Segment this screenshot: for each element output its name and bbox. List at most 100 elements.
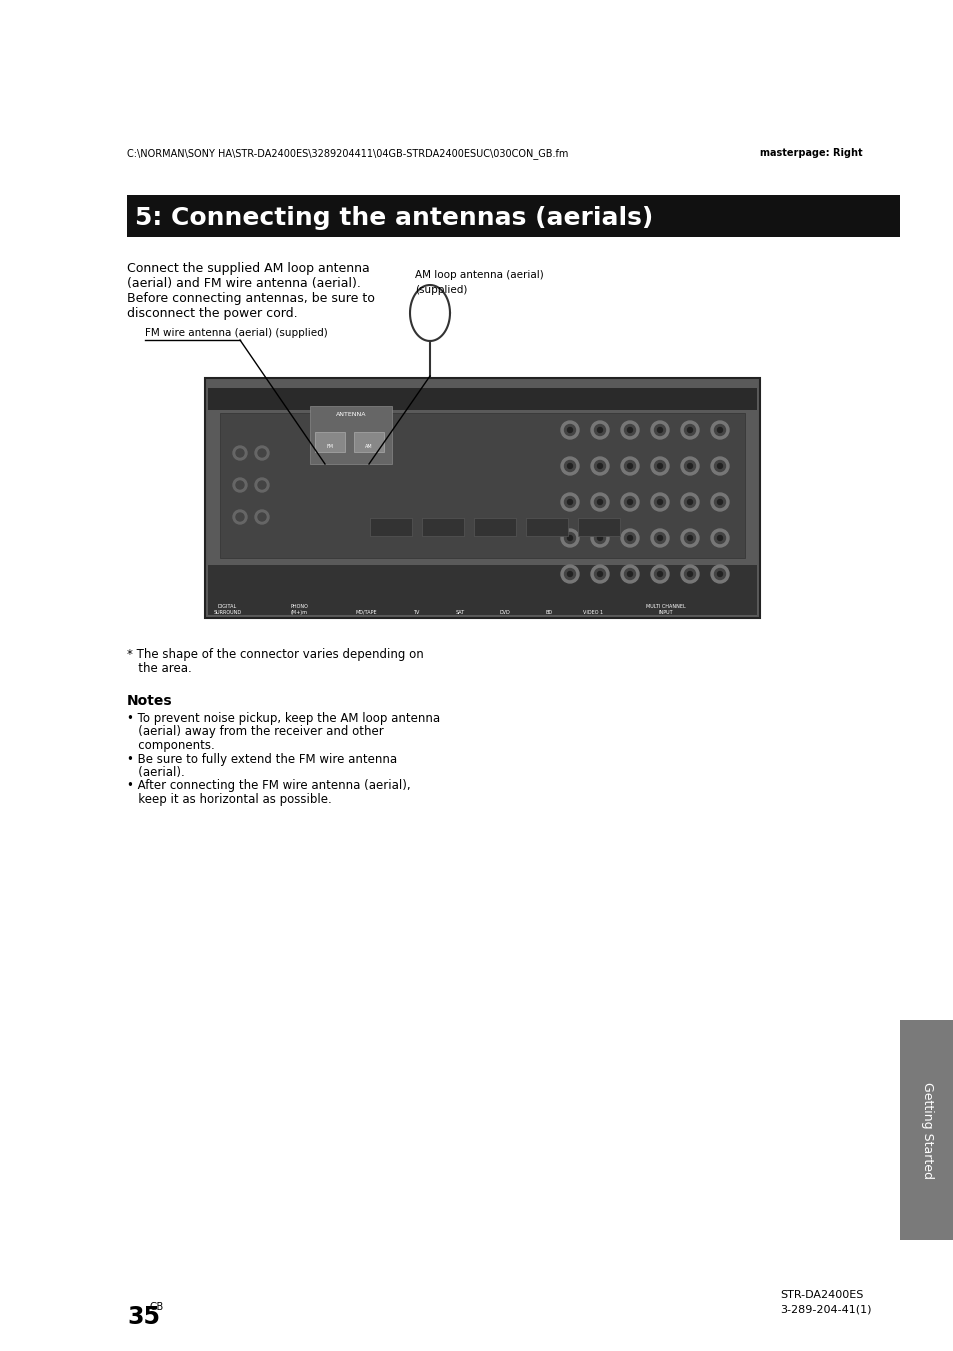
Circle shape: [680, 422, 699, 439]
Text: Notes: Notes: [127, 694, 172, 708]
Circle shape: [597, 500, 602, 504]
Text: SAT: SAT: [456, 611, 464, 615]
Text: disconnect the power cord.: disconnect the power cord.: [127, 307, 297, 320]
Circle shape: [590, 422, 608, 439]
Bar: [220, 413, 744, 558]
Circle shape: [684, 569, 695, 580]
Circle shape: [590, 530, 608, 547]
Circle shape: [567, 535, 572, 540]
Circle shape: [710, 530, 728, 547]
Circle shape: [657, 463, 661, 469]
Circle shape: [624, 461, 635, 471]
Circle shape: [254, 478, 269, 492]
Circle shape: [597, 571, 602, 577]
Circle shape: [654, 497, 665, 508]
Bar: [370, 517, 412, 536]
Text: components.: components.: [127, 739, 214, 753]
Bar: [310, 407, 392, 463]
Circle shape: [564, 497, 575, 508]
Text: C:\NORMAN\SONY HA\STR-DA2400ES\3289204411\04GB-STRDA2400ESUC\030CON_GB.fm: C:\NORMAN\SONY HA\STR-DA2400ES\328920441…: [127, 149, 568, 159]
Circle shape: [680, 530, 699, 547]
Bar: [474, 517, 516, 536]
Circle shape: [233, 509, 247, 524]
Circle shape: [620, 422, 639, 439]
Text: STR-DA2400ES: STR-DA2400ES: [780, 1290, 862, 1300]
Circle shape: [597, 535, 602, 540]
Text: AM loop antenna (aerial): AM loop antenna (aerial): [415, 270, 543, 280]
Circle shape: [254, 446, 269, 459]
Circle shape: [710, 565, 728, 584]
Text: 5: Connecting the antennas (aerials): 5: Connecting the antennas (aerials): [135, 205, 653, 230]
Circle shape: [560, 457, 578, 476]
Circle shape: [620, 565, 639, 584]
Circle shape: [684, 532, 695, 543]
Text: MULTI CHANNEL
INPUT: MULTI CHANNEL INPUT: [645, 604, 685, 615]
Bar: [208, 388, 757, 409]
Circle shape: [657, 427, 661, 432]
Circle shape: [654, 532, 665, 543]
Circle shape: [627, 500, 632, 504]
Circle shape: [564, 532, 575, 543]
Text: • To prevent noise pickup, keep the AM loop antenna: • To prevent noise pickup, keep the AM l…: [127, 712, 439, 725]
Circle shape: [680, 457, 699, 476]
Bar: [899, 1020, 953, 1240]
Text: ANTENNA: ANTENNA: [335, 412, 366, 417]
Circle shape: [717, 427, 721, 432]
Bar: [421, 517, 463, 536]
Circle shape: [714, 497, 724, 508]
Circle shape: [567, 500, 572, 504]
Bar: [314, 432, 345, 453]
Bar: [127, 195, 899, 236]
Circle shape: [567, 427, 572, 432]
Circle shape: [714, 424, 724, 435]
Circle shape: [714, 569, 724, 580]
Text: DVD: DVD: [498, 611, 510, 615]
Text: masterpage: Right: masterpage: Right: [760, 149, 862, 158]
Text: Connect the supplied AM loop antenna: Connect the supplied AM loop antenna: [127, 262, 370, 276]
Circle shape: [620, 493, 639, 511]
Text: BD: BD: [545, 611, 552, 615]
Circle shape: [714, 461, 724, 471]
Text: FM: FM: [326, 444, 334, 449]
Text: GB: GB: [150, 1302, 164, 1312]
Text: the area.: the area.: [127, 662, 192, 676]
Circle shape: [627, 427, 632, 432]
Circle shape: [687, 427, 692, 432]
Circle shape: [650, 493, 668, 511]
Circle shape: [710, 422, 728, 439]
Text: MD/TAPE: MD/TAPE: [355, 611, 376, 615]
Circle shape: [687, 535, 692, 540]
Circle shape: [684, 497, 695, 508]
Circle shape: [650, 422, 668, 439]
Circle shape: [650, 565, 668, 584]
Circle shape: [717, 463, 721, 469]
Bar: [205, 378, 760, 617]
Text: VIDEO 1: VIDEO 1: [583, 611, 603, 615]
Circle shape: [687, 500, 692, 504]
Circle shape: [567, 463, 572, 469]
Circle shape: [590, 493, 608, 511]
Text: Getting Started: Getting Started: [921, 1082, 934, 1178]
Circle shape: [624, 497, 635, 508]
Circle shape: [597, 427, 602, 432]
Circle shape: [627, 535, 632, 540]
Text: keep it as horizontal as possible.: keep it as horizontal as possible.: [127, 793, 332, 807]
Bar: [525, 517, 567, 536]
Text: FM wire antenna (aerial) (supplied): FM wire antenna (aerial) (supplied): [145, 328, 328, 338]
Circle shape: [654, 424, 665, 435]
Circle shape: [710, 493, 728, 511]
Circle shape: [594, 424, 605, 435]
Text: (aerial) away from the receiver and other: (aerial) away from the receiver and othe…: [127, 725, 383, 739]
Circle shape: [717, 500, 721, 504]
Circle shape: [254, 509, 269, 524]
Circle shape: [717, 571, 721, 577]
Circle shape: [235, 481, 244, 489]
Circle shape: [235, 449, 244, 457]
Text: Before connecting antennas, be sure to: Before connecting antennas, be sure to: [127, 292, 375, 305]
Circle shape: [560, 565, 578, 584]
Text: * The shape of the connector varies depending on: * The shape of the connector varies depe…: [127, 648, 423, 661]
Text: PHONO
(M+)m: PHONO (M+)m: [290, 604, 308, 615]
Circle shape: [233, 446, 247, 459]
Circle shape: [620, 530, 639, 547]
Circle shape: [624, 532, 635, 543]
